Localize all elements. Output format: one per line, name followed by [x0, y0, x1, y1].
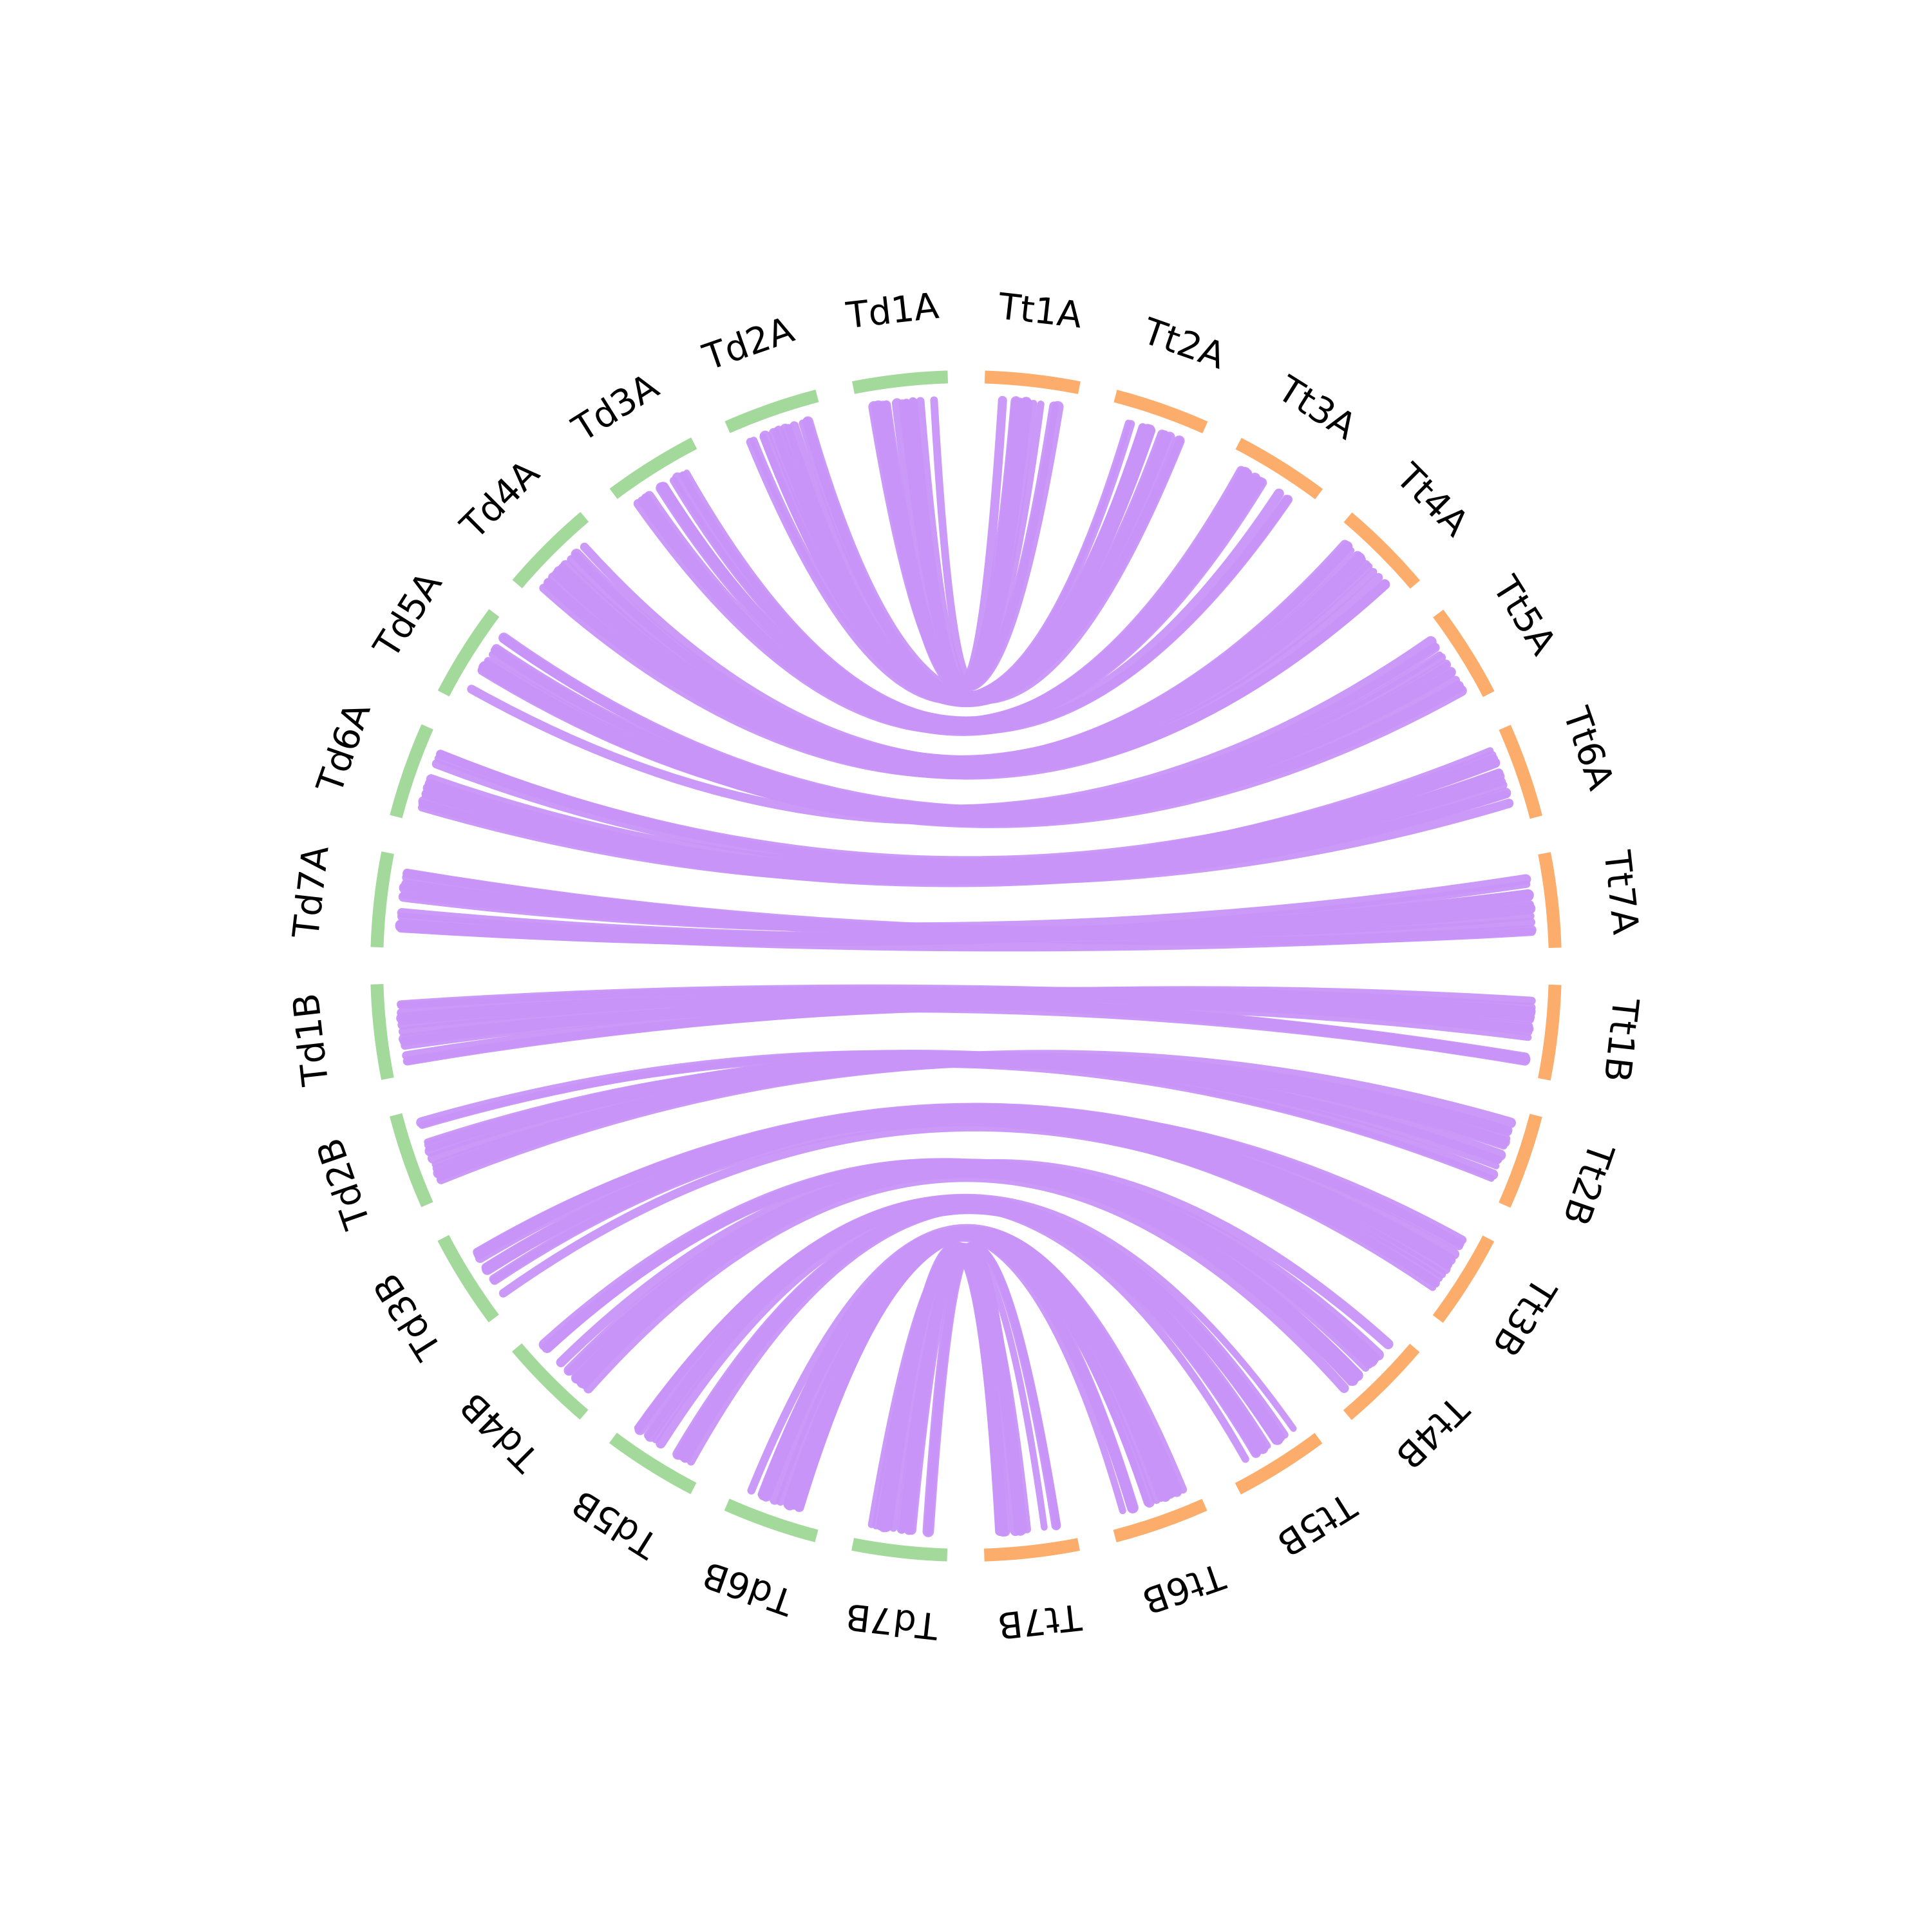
segment-arc-td1a — [852, 370, 949, 394]
segment-arc-td6a — [390, 724, 433, 819]
segment-label-td3a: Td3A — [565, 366, 666, 451]
link-td3b-tt3b — [475, 1113, 1440, 1286]
segment-label-td5b: Td5B — [565, 1481, 666, 1566]
segment-label-tt1a: Tt1A — [996, 285, 1084, 336]
link-td4a-tt4a — [560, 560, 1390, 775]
links-layer — [395, 395, 1537, 1537]
segment-label-td6b: Td6B — [697, 1553, 799, 1623]
segment-label-tt6b: Tt6B — [1137, 1555, 1230, 1622]
segment-arc-tt5b — [1235, 1433, 1323, 1495]
segment-label-tt5b: Tt5B — [1270, 1484, 1364, 1564]
link-td5b-tt5b — [672, 1200, 1283, 1460]
link-td4b-tt4b — [583, 1172, 1349, 1394]
link-td6a-tt6a — [436, 750, 1497, 865]
segment-label-td2a: Td2A — [697, 309, 799, 379]
segment-label-tt3a: Tt3A — [1270, 368, 1364, 448]
segment-arc-td4b — [511, 1343, 589, 1420]
segment-label-td7a: Td7A — [285, 844, 337, 941]
link-td7b-tt7b — [867, 1242, 1048, 1531]
segment-label-td2b: Td2B — [309, 1133, 379, 1235]
link-td2a-tt2a — [746, 423, 1147, 705]
link-td2b-tt2b — [427, 1052, 1510, 1164]
segment-label-td1b: Td1B — [285, 991, 337, 1088]
segment-arc-td6b — [724, 1499, 819, 1542]
segment-arc-td5a — [437, 609, 500, 697]
segment-label-tt3b: Tt3B — [1484, 1270, 1564, 1364]
segment-label-tt6a: Tt6A — [1555, 701, 1622, 795]
link-td6b-tt6b — [795, 1229, 1183, 1511]
segment-label-tt5a: Tt5A — [1484, 569, 1564, 663]
link-td5a-tt5a — [477, 642, 1440, 818]
segment-label-tt4a: Tt4A — [1387, 455, 1477, 545]
segment-arc-tt1b — [1538, 984, 1562, 1081]
segment-arc-td7b — [851, 1538, 948, 1562]
segment-label-tt2a: Tt2A — [1137, 310, 1230, 378]
segment-label-td5a: Td5A — [365, 565, 450, 666]
link-td4a-tt4a — [580, 542, 1373, 766]
link-td6a-tt6a — [418, 777, 1506, 885]
segment-arc-tt3a — [1235, 437, 1323, 500]
segment-arc-tt5a — [1433, 609, 1495, 697]
segment-arc-td5b — [609, 1432, 697, 1495]
segment-arc-td4a — [512, 511, 589, 589]
link-td1a-tt1a — [916, 397, 1025, 688]
segment-arc-tt3b — [1432, 1235, 1495, 1323]
segment-arc-tt7b — [983, 1538, 1080, 1562]
segment-arc-td1b — [370, 983, 394, 1080]
segment-label-tt7b: Tt7B — [996, 1595, 1084, 1646]
segment-arc-tt4b — [1343, 1343, 1420, 1421]
segment-label-tt1b: Tt1B — [1595, 996, 1646, 1084]
segment-arc-tt1a — [984, 370, 1081, 394]
segment-arc-td7a — [370, 851, 394, 948]
segment-arc-td3a — [609, 437, 697, 499]
segment-label-td3b: Td3B — [366, 1266, 451, 1367]
segment-label-td4a: Td4A — [452, 452, 547, 547]
link-td7a-tt7a — [395, 889, 1534, 946]
segment-label-td7b: Td7B — [844, 1595, 941, 1647]
link-td4b-tt4b — [566, 1168, 1354, 1386]
segment-arc-td2a — [724, 390, 819, 433]
link-td1b-tt1b — [396, 994, 1531, 1065]
segment-label-td1a: Td1A — [844, 285, 941, 337]
segment-arc-tt6b — [1113, 1499, 1208, 1542]
segment-label-tt2b: Tt2B — [1555, 1137, 1622, 1230]
segment-arc-td2b — [390, 1113, 433, 1208]
link-td3a-tt3a — [679, 471, 1290, 730]
segment-label-tt7a: Tt7A — [1595, 848, 1646, 937]
segment-label-td4b: Td4B — [452, 1384, 547, 1479]
segment-arc-tt6a — [1499, 724, 1542, 819]
segment-arc-td3b — [437, 1235, 499, 1323]
link-td4b-tt4b — [545, 1160, 1363, 1378]
segment-arc-tt7a — [1538, 852, 1562, 949]
segment-label-tt4b: Tt4B — [1387, 1387, 1477, 1477]
arcs-layer — [370, 370, 1562, 1562]
segment-arc-tt4a — [1343, 512, 1421, 589]
segment-label-td6a: Td6A — [308, 697, 379, 799]
segment-arc-tt2a — [1113, 390, 1208, 433]
link-td6a-tt6a — [426, 757, 1500, 874]
segment-arc-tt2b — [1499, 1113, 1542, 1208]
link-td3a-tt3a — [659, 468, 1248, 727]
